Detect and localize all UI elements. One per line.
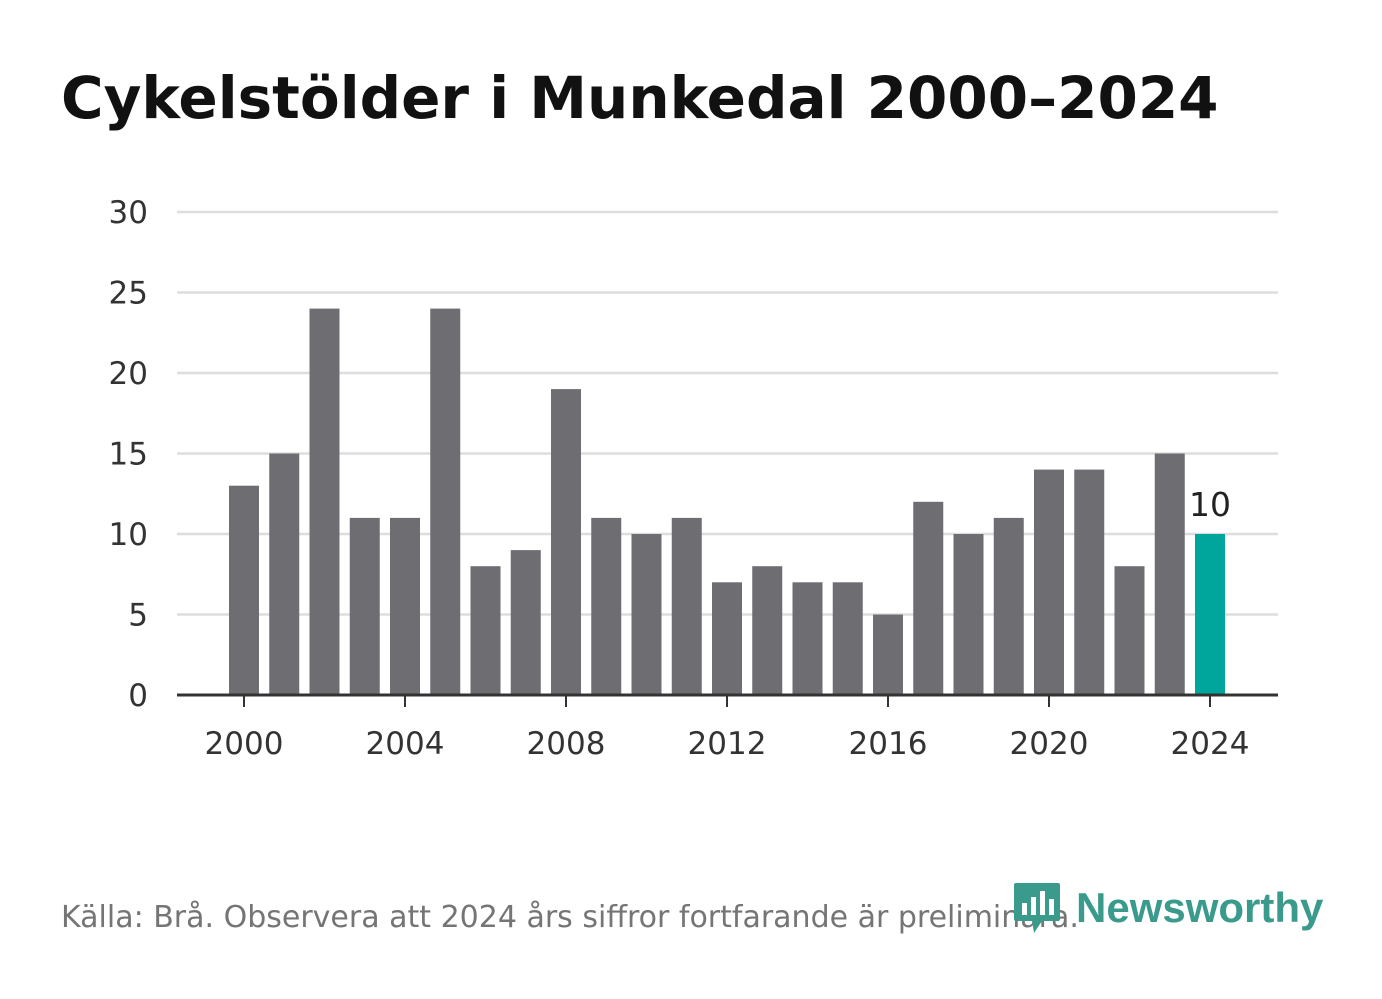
y-tick-label: 20 [109, 356, 148, 392]
bar-2001[interactable] [269, 453, 300, 696]
bar-2015[interactable] [832, 582, 863, 695]
newsworthy-logo-icon [1014, 883, 1060, 933]
y-axis-ticks: 0 5 10 15 20 25 30 [109, 195, 148, 714]
y-tick-label: 15 [109, 437, 148, 473]
bar-chart: 0 5 10 15 20 25 30 2000 2004 2008 2012 2016 2020 202… [109, 195, 1278, 762]
bar-2006[interactable] [470, 566, 501, 695]
bar-2003[interactable] [349, 517, 380, 695]
bar-2005[interactable] [430, 308, 461, 695]
x-tick-label: 2000 [205, 726, 284, 762]
bar-2013[interactable] [752, 566, 783, 695]
x-tick-label: 2020 [1010, 726, 1089, 762]
x-tick-label: 2016 [849, 726, 928, 762]
bar-2012[interactable] [712, 582, 742, 695]
y-tick-label: 0 [128, 678, 148, 714]
bar-2019[interactable] [993, 517, 1024, 695]
y-tick-label: 25 [109, 276, 148, 312]
x-axis: 2000 2004 2008 2012 2016 2020 2024 [177, 693, 1278, 762]
bars [229, 308, 1225, 696]
bar-2016[interactable] [873, 614, 903, 696]
data-labels: 10 [1189, 485, 1231, 524]
y-tick-label: 5 [128, 598, 148, 634]
bar-2009[interactable] [591, 517, 622, 695]
chart-title: Cykelstölder i Munkedal 2000–2024 [61, 64, 1219, 132]
x-tick-label: 2008 [527, 726, 606, 762]
source-note: Källa: Brå. Observera att 2024 års siffr… [61, 900, 1079, 935]
bar-2008[interactable] [551, 389, 581, 695]
data-label-2024: 10 [1189, 485, 1231, 524]
bar-2020[interactable] [1034, 469, 1064, 695]
bar-2014[interactable] [792, 582, 823, 695]
x-tick-label: 2012 [688, 726, 767, 762]
bar-2002[interactable] [309, 308, 340, 695]
newsworthy-logo[interactable]: Newsworthy [1012, 880, 1323, 936]
bar-2018[interactable] [953, 534, 984, 695]
bar-2022[interactable] [1114, 566, 1145, 695]
bar-2023[interactable] [1154, 453, 1185, 696]
y-tick-label: 30 [109, 195, 148, 231]
bar-2011[interactable] [671, 517, 702, 695]
bar-2000[interactable] [229, 485, 259, 695]
y-tick-label: 10 [109, 517, 148, 553]
bar-2010[interactable] [631, 534, 662, 695]
bar-2017[interactable] [913, 501, 944, 695]
gridlines [177, 210, 1278, 616]
x-tick-label: 2004 [366, 726, 445, 762]
bar-2004[interactable] [390, 517, 420, 695]
newsworthy-logo-text: Newsworthy [1076, 884, 1324, 931]
x-tick-label: 2024 [1171, 726, 1250, 762]
bar-2021[interactable] [1074, 469, 1105, 695]
bar-2024[interactable] [1195, 534, 1225, 695]
bar-2007[interactable] [510, 550, 541, 695]
